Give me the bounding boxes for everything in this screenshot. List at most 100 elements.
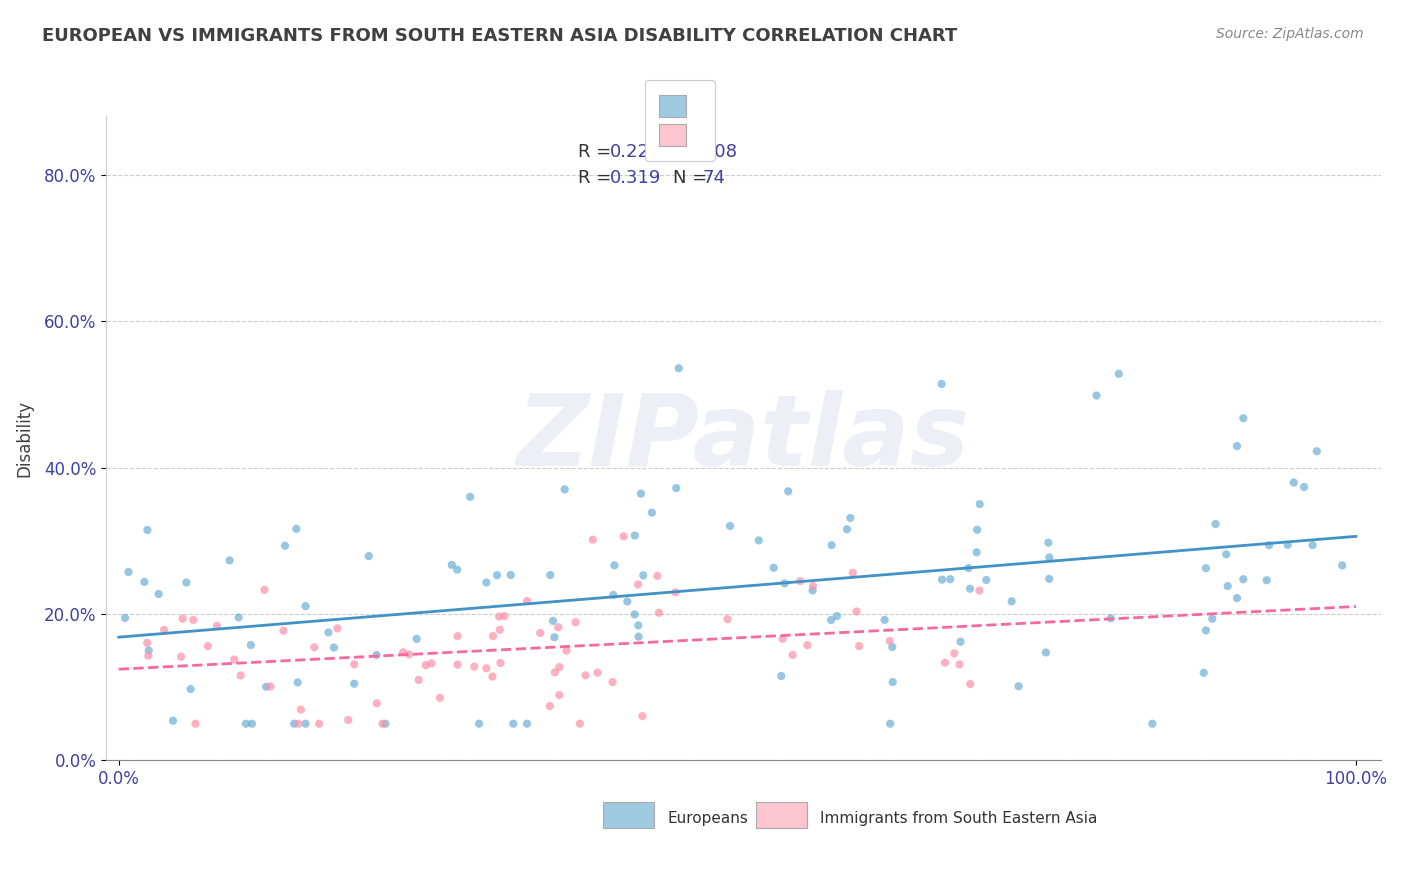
- Europeans: [294, 716, 316, 731]
- Europeans: [668, 361, 690, 376]
- Europeans: [873, 613, 896, 627]
- Europeans: [1085, 388, 1108, 402]
- Europeans: [1195, 624, 1218, 638]
- Text: Immigrants from South Eastern Asia: Immigrants from South Eastern Asia: [820, 811, 1097, 826]
- Europeans: [1232, 411, 1254, 425]
- Europeans: [1277, 538, 1299, 552]
- Europeans: [839, 511, 862, 525]
- Immigrants from South Eastern Asia: [172, 612, 194, 626]
- Immigrants from South Eastern Asia: [582, 533, 605, 547]
- Europeans: [543, 630, 565, 644]
- Europeans: [117, 565, 139, 579]
- Immigrants from South Eastern Asia: [568, 716, 591, 731]
- Europeans: [1302, 538, 1324, 552]
- Immigrants from South Eastern Asia: [197, 639, 219, 653]
- Immigrants from South Eastern Asia: [879, 634, 901, 648]
- Immigrants from South Eastern Asia: [446, 629, 468, 643]
- Immigrants from South Eastern Asia: [959, 677, 981, 691]
- Europeans: [468, 716, 491, 731]
- Immigrants from South Eastern Asia: [842, 566, 865, 580]
- Immigrants from South Eastern Asia: [782, 648, 804, 662]
- Europeans: [603, 558, 626, 573]
- Immigrants from South Eastern Asia: [631, 709, 654, 723]
- Europeans: [1258, 538, 1281, 552]
- Immigrants from South Eastern Asia: [647, 569, 669, 583]
- Europeans: [274, 539, 297, 553]
- Europeans: [502, 716, 524, 731]
- Immigrants from South Eastern Asia: [415, 658, 437, 673]
- Europeans: [287, 675, 309, 690]
- Immigrants from South Eastern Asia: [943, 646, 966, 660]
- Europeans: [134, 574, 156, 589]
- Immigrants from South Eastern Asia: [326, 621, 349, 635]
- Europeans: [1256, 574, 1278, 588]
- Europeans: [770, 669, 793, 683]
- Europeans: [773, 576, 796, 591]
- Immigrants from South Eastern Asia: [544, 665, 567, 680]
- Europeans: [1099, 611, 1122, 625]
- Immigrants from South Eastern Asia: [429, 690, 451, 705]
- FancyBboxPatch shape: [756, 802, 807, 828]
- Immigrants from South Eastern Asia: [481, 670, 503, 684]
- Immigrants from South Eastern Asia: [627, 577, 650, 591]
- Europeans: [949, 634, 972, 648]
- Immigrants from South Eastern Asia: [304, 640, 326, 655]
- Europeans: [114, 611, 136, 625]
- Europeans: [627, 630, 650, 644]
- Europeans: [458, 490, 481, 504]
- FancyBboxPatch shape: [603, 802, 654, 828]
- Europeans: [748, 533, 770, 548]
- Immigrants from South Eastern Asia: [392, 645, 415, 659]
- Immigrants from South Eastern Asia: [716, 612, 738, 626]
- Europeans: [1108, 367, 1130, 381]
- Immigrants from South Eastern Asia: [948, 657, 970, 672]
- Immigrants from South Eastern Asia: [586, 665, 609, 680]
- Europeans: [294, 599, 316, 614]
- Immigrants from South Eastern Asia: [772, 632, 794, 646]
- Europeans: [762, 560, 785, 574]
- Immigrants from South Eastern Asia: [136, 636, 159, 650]
- Europeans: [499, 568, 522, 582]
- Immigrants from South Eastern Asia: [446, 657, 468, 672]
- Europeans: [966, 545, 988, 559]
- Immigrants from South Eastern Asia: [494, 609, 516, 624]
- Immigrants from South Eastern Asia: [170, 649, 193, 664]
- Europeans: [630, 486, 652, 500]
- Europeans: [801, 583, 824, 598]
- Europeans: [318, 625, 340, 640]
- Europeans: [931, 573, 953, 587]
- Text: Source: ZipAtlas.com: Source: ZipAtlas.com: [1216, 27, 1364, 41]
- Europeans: [323, 640, 346, 655]
- Immigrants from South Eastern Asia: [488, 623, 510, 637]
- Europeans: [541, 614, 564, 628]
- Immigrants from South Eastern Asia: [801, 579, 824, 593]
- Europeans: [343, 677, 366, 691]
- Immigrants from South Eastern Asia: [290, 702, 312, 716]
- Immigrants from South Eastern Asia: [153, 623, 176, 637]
- Europeans: [180, 681, 202, 696]
- Immigrants from South Eastern Asia: [420, 657, 443, 671]
- Europeans: [148, 587, 170, 601]
- Text: EUROPEAN VS IMMIGRANTS FROM SOUTH EASTERN ASIA DISABILITY CORRELATION CHART: EUROPEAN VS IMMIGRANTS FROM SOUTH EASTER…: [42, 27, 957, 45]
- Europeans: [1232, 572, 1254, 586]
- Europeans: [1306, 444, 1329, 458]
- Immigrants from South Eastern Asia: [366, 696, 388, 710]
- Immigrants from South Eastern Asia: [229, 668, 252, 682]
- Text: R =: R =: [578, 169, 617, 186]
- Europeans: [162, 714, 184, 728]
- Immigrants from South Eastern Asia: [538, 699, 561, 714]
- Text: N =: N =: [673, 169, 713, 186]
- Immigrants from South Eastern Asia: [308, 716, 330, 731]
- Europeans: [627, 618, 650, 632]
- Europeans: [665, 481, 688, 495]
- Europeans: [1195, 561, 1218, 575]
- Europeans: [778, 484, 800, 499]
- Europeans: [240, 716, 263, 731]
- Immigrants from South Eastern Asia: [287, 716, 309, 731]
- Immigrants from South Eastern Asia: [184, 716, 207, 731]
- Immigrants from South Eastern Asia: [475, 661, 498, 675]
- Europeans: [285, 522, 308, 536]
- Immigrants from South Eastern Asia: [224, 652, 246, 666]
- Europeans: [976, 573, 998, 587]
- Immigrants from South Eastern Asia: [548, 660, 571, 674]
